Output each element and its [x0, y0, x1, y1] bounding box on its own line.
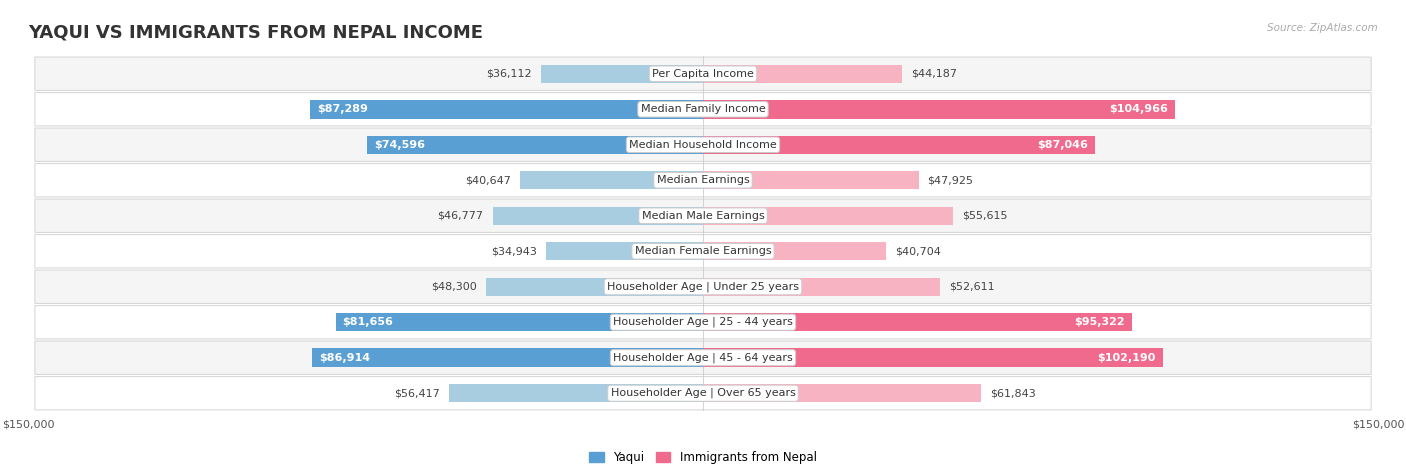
FancyBboxPatch shape: [35, 128, 1371, 162]
FancyBboxPatch shape: [35, 57, 1371, 91]
Text: Median Household Income: Median Household Income: [628, 140, 778, 150]
Text: $87,046: $87,046: [1038, 140, 1088, 150]
Text: $40,647: $40,647: [465, 175, 512, 185]
Bar: [540, 64, 703, 83]
FancyBboxPatch shape: [35, 163, 1371, 197]
FancyBboxPatch shape: [35, 376, 1371, 410]
Text: Median Family Income: Median Family Income: [641, 104, 765, 114]
Text: $56,417: $56,417: [395, 388, 440, 398]
Bar: [703, 206, 953, 225]
Bar: [449, 384, 703, 403]
Bar: [492, 206, 703, 225]
Text: Source: ZipAtlas.com: Source: ZipAtlas.com: [1267, 23, 1378, 33]
Text: $55,615: $55,615: [962, 211, 1008, 221]
Text: $61,843: $61,843: [990, 388, 1036, 398]
Text: $44,187: $44,187: [911, 69, 957, 79]
Text: $95,322: $95,322: [1074, 317, 1125, 327]
Bar: [312, 348, 703, 367]
Text: Per Capita Income: Per Capita Income: [652, 69, 754, 79]
Bar: [703, 313, 1132, 332]
FancyBboxPatch shape: [35, 305, 1371, 339]
Bar: [703, 384, 981, 403]
FancyBboxPatch shape: [35, 199, 1371, 233]
Text: Householder Age | 45 - 64 years: Householder Age | 45 - 64 years: [613, 353, 793, 363]
FancyBboxPatch shape: [35, 92, 1371, 126]
Text: $86,914: $86,914: [319, 353, 370, 363]
Bar: [703, 242, 886, 261]
Bar: [546, 242, 703, 261]
Text: $34,943: $34,943: [491, 246, 537, 256]
Text: $81,656: $81,656: [343, 317, 394, 327]
Bar: [703, 171, 918, 190]
Text: Median Female Earnings: Median Female Earnings: [634, 246, 772, 256]
Text: $36,112: $36,112: [486, 69, 531, 79]
Text: Householder Age | Over 65 years: Householder Age | Over 65 years: [610, 388, 796, 398]
Text: YAQUI VS IMMIGRANTS FROM NEPAL INCOME: YAQUI VS IMMIGRANTS FROM NEPAL INCOME: [28, 23, 484, 42]
Legend: Yaqui, Immigrants from Nepal: Yaqui, Immigrants from Nepal: [585, 446, 821, 467]
Text: Median Male Earnings: Median Male Earnings: [641, 211, 765, 221]
Text: Householder Age | Under 25 years: Householder Age | Under 25 years: [607, 282, 799, 292]
Text: $40,704: $40,704: [896, 246, 941, 256]
Bar: [703, 100, 1175, 119]
FancyBboxPatch shape: [35, 341, 1371, 375]
Bar: [311, 100, 703, 119]
Bar: [703, 277, 939, 296]
Text: $47,925: $47,925: [928, 175, 973, 185]
Text: $102,190: $102,190: [1098, 353, 1156, 363]
Text: $74,596: $74,596: [374, 140, 425, 150]
FancyBboxPatch shape: [35, 270, 1371, 304]
Text: Householder Age | 25 - 44 years: Householder Age | 25 - 44 years: [613, 317, 793, 327]
Bar: [336, 313, 703, 332]
Text: $104,966: $104,966: [1109, 104, 1168, 114]
Bar: [703, 135, 1095, 154]
Bar: [703, 64, 901, 83]
FancyBboxPatch shape: [35, 234, 1371, 268]
Bar: [520, 171, 703, 190]
Text: $46,777: $46,777: [437, 211, 484, 221]
Text: $87,289: $87,289: [316, 104, 368, 114]
Bar: [485, 277, 703, 296]
Bar: [703, 348, 1163, 367]
Text: Median Earnings: Median Earnings: [657, 175, 749, 185]
Text: $52,611: $52,611: [949, 282, 994, 292]
Bar: [367, 135, 703, 154]
Text: $48,300: $48,300: [432, 282, 477, 292]
